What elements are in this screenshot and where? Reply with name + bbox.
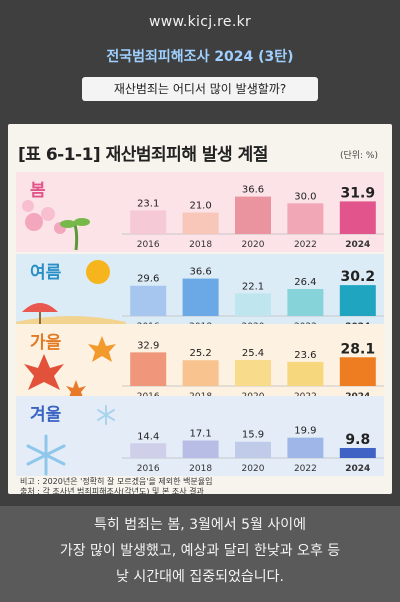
bar-plot-autumn: 32.9201625.2201825.4202023.6202228.12024 [122,340,384,402]
value-label: 14.4 [137,431,159,442]
bar-2024 [339,201,376,234]
bar-plot-winter: 14.4 2016 17.1 2018 15.9 2020 19.9 2022 9.8 2024 [122,426,384,474]
caption-box: 특히 범죄는 봄, 3월에서 5월 사이에 가장 많이 발생했고, 예상과 달리… [0,506,400,602]
maple-leaf-icon [24,336,116,400]
value-label: 32.9 [137,340,159,351]
value-label: 9.8 [345,432,370,448]
year-label: 2024 [345,464,370,474]
bar-2018 [182,440,219,458]
year-label: 2020 [242,240,265,250]
bar-2016 [130,210,167,234]
chart-source: 출처 : 각 조사년 범죄피해조사(각년도) 및 본 조사 결과 [20,487,204,494]
year-label: 2024 [345,240,370,250]
season-label-summer: 여름 [30,263,62,283]
season-label-spring: 봄 [30,181,46,201]
value-label: 31.9 [341,185,376,201]
season-label-winter: 겨울 [30,405,62,425]
value-label: 25.4 [242,348,264,359]
panel-winter: 겨울 14.4 2016 17.1 2018 15.9 2020 19.9 2022 9.8 20… [16,396,384,476]
bar-2018 [182,212,219,234]
value-label: 22.1 [242,281,264,292]
value-label: 17.1 [189,429,211,440]
bar-2020 [235,441,271,458]
value-label: 36.6 [242,185,264,196]
bar-2016 [130,443,167,458]
snowflake-icon [26,405,115,476]
chart-note: 비고 : 2020년은 '정확히 잘 모르겠음'을 제외한 백분율임 [20,477,213,486]
subtitle-pill: 재산범죄는 어디서 많이 발생할까? [82,77,318,101]
cherry-blossom-icon [22,200,90,251]
chart-unit: (단위: %) [339,151,378,161]
bar-2024 [339,285,376,316]
year-label: 2016 [137,240,160,250]
bar-2020 [235,293,271,316]
bar-2024 [339,447,376,458]
value-label: 19.9 [294,426,316,437]
bar-2018 [182,360,219,386]
caption-line-2: 가장 많이 발생했고, 예상과 달리 한낮과 오후 등 [59,543,341,559]
value-label: 25.2 [189,348,211,359]
value-label: 30.0 [294,191,316,202]
caption-line-1: 특히 범죄는 봄, 3월에서 5월 사이에 [94,517,306,533]
year-label: 2020 [242,464,265,474]
bar-2022 [287,361,324,386]
value-label: 23.1 [137,198,159,209]
bar-2020 [235,196,271,234]
season-label-autumn: 가을 [30,333,62,353]
headline: 전국범죄피해조사 2024 (3탄) [106,49,294,65]
bar-2022 [287,203,324,234]
site-url: www.kicj.re.kr [148,14,252,30]
chart-title: [표 6-1-1] 재산범죄피해 발생 계절 [18,145,268,165]
year-label: 2018 [189,240,212,250]
bar-plot-spring: 23.1 2016 21.0 2018 36.6 2020 30.0 2022 31.9 2024 [122,185,384,250]
year-label: 2016 [137,464,160,474]
bar-plot-summer: 29.6201636.6201822.1202026.4202230.22024 [122,267,384,332]
panel-spring: 봄 23.1 2016 21.0 2018 36.6 2020 30.0 2022 31.9 20… [16,172,384,252]
value-label: 28.1 [341,341,376,357]
value-label: 29.6 [137,274,159,285]
bar-2020 [235,360,271,386]
bar-2022 [287,437,324,458]
panel-autumn: 가을 32.9201625.2201825.4202023.6202228.12… [16,324,384,404]
infographic-card: [표 6-1-1] 재산범죄피해 발생 계절 (단위: %) 봄 23.1 201… [8,124,392,494]
year-label: 2022 [294,240,317,250]
year-label: 2018 [189,464,212,474]
caption-line-3: 낮 시간대에 집중되었습니다. [116,569,284,585]
panel-summer: 여름 29.6201636.6201822.1202026.4202230.22… [16,254,384,334]
value-label: 36.6 [189,267,211,278]
header: www.kicj.re.kr 전국범죄피해조사 2024 (3탄) 재산범죄는 … [0,0,400,108]
value-label: 21.0 [189,201,211,212]
value-label: 26.4 [294,277,316,288]
bar-2024 [339,357,376,386]
bar-2016 [130,285,167,316]
value-label: 15.9 [242,430,264,441]
bar-2016 [130,352,167,386]
bar-2018 [182,278,219,316]
year-label: 2022 [294,464,317,474]
bar-2022 [287,289,324,316]
value-label: 30.2 [341,269,376,285]
value-label: 23.6 [294,350,316,361]
